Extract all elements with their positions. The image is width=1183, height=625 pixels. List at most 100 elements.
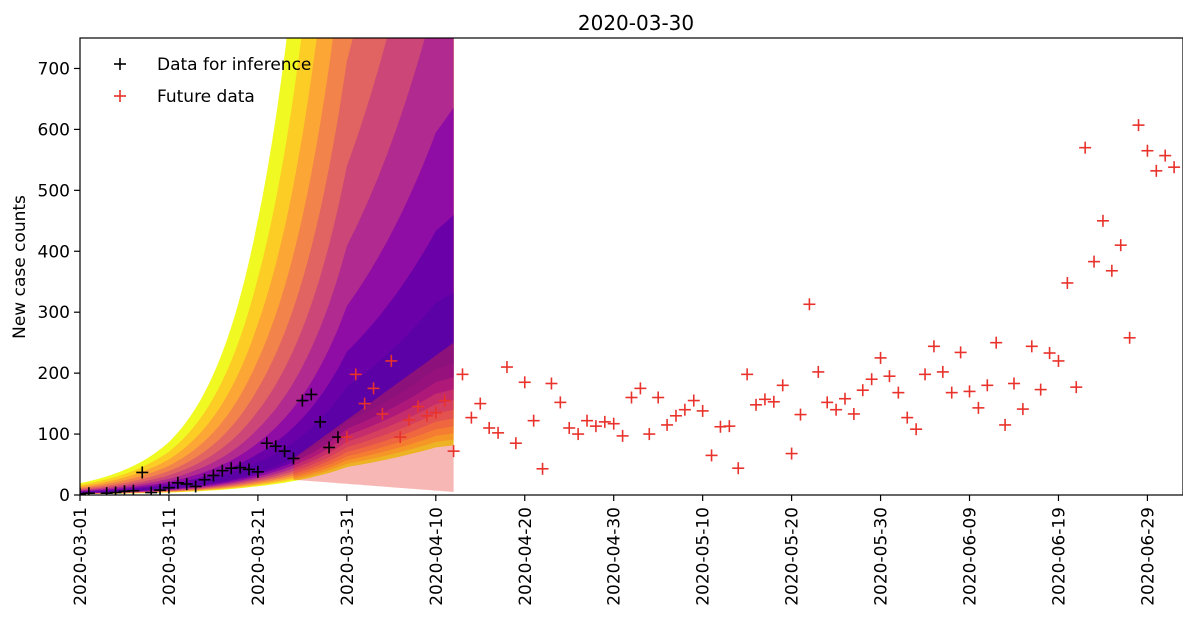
future-point [643,428,656,441]
inference-point [171,476,184,489]
future-point [545,377,558,390]
inference-point [207,469,220,482]
inference-point [216,464,229,477]
forecast-band [80,292,454,493]
legend: Data for inference Future data [114,55,311,107]
inference-point [136,466,149,479]
x-tick-label: 2020-03-31 [338,507,358,606]
future-point [812,365,825,378]
future-point [349,368,362,381]
future-point [936,365,949,378]
future-point [705,449,718,462]
future-point [981,379,994,392]
future-point [723,420,736,433]
future-point [625,391,638,404]
future-point [652,391,665,404]
forecast-band [80,215,454,493]
future-point [572,428,585,441]
future-point [1096,214,1109,227]
inference-point [234,461,247,474]
future-point [607,417,620,430]
inference-point [251,465,264,478]
y-tick-label: 300 [38,303,70,323]
future-point [838,392,851,405]
inference-point [162,481,175,494]
y-tick-label: 100 [38,425,70,445]
future-point [438,394,451,407]
inference-point [296,394,309,407]
y-tick-label: 600 [38,120,70,140]
future-point [429,406,442,419]
future-point [1034,383,1047,396]
y-tick-label: 500 [38,181,70,201]
future-point [1088,255,1101,268]
future-point [358,397,371,410]
x-tick-label: 2020-05-10 [694,507,714,606]
future-point [785,447,798,460]
future-point [394,431,407,444]
future-point [500,361,513,374]
inference-point [154,484,167,495]
future-point [1043,347,1056,360]
future-point [385,354,398,367]
future-point [874,351,887,364]
future-point [741,368,754,381]
inference-point [260,437,273,450]
plot-frame [79,37,1183,496]
future-point [1159,149,1172,162]
y-tick-label: 200 [38,364,70,384]
future-point [1132,119,1145,132]
x-tick-label: 2020-06-19 [1049,507,1069,606]
future-point [1141,144,1154,157]
x-tick-label: 2020-05-30 [872,507,892,606]
future-point [865,373,878,386]
forecast-bands [80,38,454,495]
future-point [1016,403,1029,416]
future-point [1079,141,1092,154]
future-point [465,411,478,424]
future-point [963,385,976,398]
x-axis: 2020-03-01 2020-03-11 2020-03-21 2020-03-31… [71,495,1158,606]
inference-point [198,473,211,486]
future-point [563,421,576,434]
x-tick-label: 2020-03-11 [160,507,180,606]
inference-point [287,452,300,465]
future-point [1061,276,1074,289]
future-point [910,423,923,436]
future-point [403,414,416,427]
chart-title: 2020-03-30 [578,11,694,35]
x-tick-label: 2020-04-20 [516,507,536,606]
future-point [412,400,425,413]
future-point [420,409,433,422]
future-point [376,407,389,420]
future-point [732,462,745,475]
future-point [447,445,460,458]
future-point [1025,340,1038,353]
future-point [1114,239,1127,252]
future-point [696,404,709,417]
future-point [483,421,496,434]
y-axis-label: New case counts [10,195,30,339]
x-tick-label: 2020-05-20 [783,507,803,606]
future-point [509,437,522,450]
y-tick-label: 700 [38,59,70,79]
inference-point [82,487,95,495]
x-tick-label: 2020-06-09 [961,507,981,606]
inference-point [278,445,291,458]
future-point [1105,264,1118,277]
future-point [554,396,567,409]
x-tick-label: 2020-04-10 [427,507,447,606]
future-point [856,384,869,397]
x-tick-label: 2020-03-21 [249,507,269,606]
legend-marker-future [114,90,126,102]
inference-point [305,388,318,401]
future-point [687,394,700,407]
future-point [634,382,647,395]
future-point [767,395,780,408]
future-point [1168,161,1181,174]
future-point [1123,331,1136,344]
future-point [750,398,763,411]
future-point [794,408,807,421]
inference-point [189,480,202,493]
